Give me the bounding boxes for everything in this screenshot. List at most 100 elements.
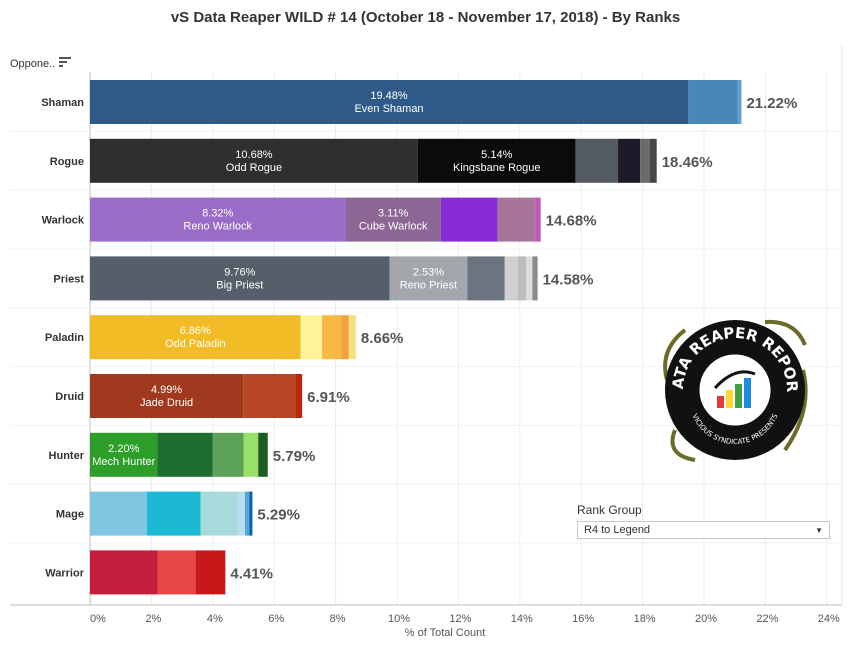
x-tick-label: 6% bbox=[268, 613, 284, 625]
bar-segment-rect[interactable] bbox=[504, 256, 518, 301]
bar-segment-rect[interactable] bbox=[237, 491, 246, 536]
bar-segment[interactable]: 4.99%Jade Druid bbox=[90, 374, 244, 418]
bar-segment[interactable]: 10.68%Odd Rogue bbox=[90, 138, 418, 183]
bar-segment[interactable] bbox=[440, 197, 498, 242]
bar-segment[interactable] bbox=[249, 491, 253, 536]
opponent-axis-header[interactable]: Oppone.. bbox=[10, 57, 72, 70]
bar-segment[interactable] bbox=[295, 374, 303, 418]
bar-segment[interactable] bbox=[504, 256, 518, 301]
bar-segment[interactable] bbox=[517, 256, 527, 301]
bar-segment-rect[interactable] bbox=[195, 550, 226, 595]
bar-segment-rect[interactable] bbox=[90, 374, 244, 418]
bar-segment[interactable]: 2.53%Reno Priest bbox=[389, 256, 468, 301]
bar-segment-rect[interactable] bbox=[526, 256, 533, 301]
bar-segment-rect[interactable] bbox=[389, 256, 468, 301]
bar-segment[interactable] bbox=[157, 550, 196, 595]
bar-segment[interactable] bbox=[575, 138, 619, 183]
bar-segment-rect[interactable] bbox=[618, 138, 641, 183]
bar-segment-rect[interactable] bbox=[200, 491, 238, 536]
bar-segment[interactable] bbox=[467, 256, 505, 301]
bar-segment-rect[interactable] bbox=[345, 197, 441, 242]
bar-segment-rect[interactable] bbox=[532, 256, 538, 301]
bar-segment-rect[interactable] bbox=[157, 550, 196, 595]
bar-segment[interactable] bbox=[90, 491, 147, 536]
bar-segment-rect[interactable] bbox=[467, 256, 505, 301]
vine-decoration bbox=[663, 319, 808, 462]
bar-segment-rect[interactable] bbox=[90, 256, 390, 301]
bar-segment-rect[interactable] bbox=[249, 491, 253, 536]
bar-segment-rect[interactable] bbox=[649, 138, 657, 183]
bar-segment-rect[interactable] bbox=[295, 374, 303, 418]
bar-segment[interactable] bbox=[245, 491, 250, 536]
bar-segment-rect[interactable] bbox=[535, 197, 541, 242]
bar-segment-rect[interactable] bbox=[245, 491, 250, 536]
bar-segment[interactable] bbox=[195, 550, 226, 595]
bar-segment-rect[interactable] bbox=[517, 256, 527, 301]
category-label-mage: Mage bbox=[56, 509, 84, 521]
bar-segment-rect[interactable] bbox=[146, 491, 201, 536]
bar-segment-rect[interactable] bbox=[688, 80, 738, 124]
bar-segment-rect[interactable] bbox=[575, 138, 619, 183]
bar-segment[interactable]: 9.76%Big Priest bbox=[90, 256, 390, 301]
bar-segment[interactable] bbox=[737, 80, 742, 124]
bar-segment-rect[interactable] bbox=[341, 315, 349, 360]
bar-segment-rect[interactable] bbox=[417, 138, 576, 183]
bar-segment[interactable]: 3.11%Cube Warlock bbox=[345, 197, 441, 242]
bar-segment-rect[interactable] bbox=[90, 197, 346, 242]
total-value-label: 4.41% bbox=[230, 565, 273, 582]
bar-segment-rect[interactable] bbox=[90, 491, 147, 536]
bar-segment[interactable] bbox=[497, 197, 536, 242]
bar-segment[interactable]: 19.48%Even Shaman bbox=[90, 80, 689, 124]
bar-segment-rect[interactable] bbox=[90, 315, 301, 360]
bar-segment[interactable] bbox=[212, 432, 244, 477]
bar-segment-rect[interactable] bbox=[157, 432, 213, 477]
bar-segment[interactable] bbox=[243, 432, 259, 477]
bar-segment-rect[interactable] bbox=[90, 432, 158, 477]
rank-group-dropdown[interactable]: R4 to Legend ▼ bbox=[577, 521, 830, 539]
bar-segment[interactable] bbox=[157, 432, 213, 477]
bar-segment-rect[interactable] bbox=[640, 138, 650, 183]
bar-segment[interactable] bbox=[649, 138, 657, 183]
bar-segment-rect[interactable] bbox=[212, 432, 244, 477]
bar-segment-rect[interactable] bbox=[300, 315, 323, 360]
bar-segment[interactable] bbox=[348, 315, 356, 360]
segment-archetype-label: Odd Paladin bbox=[165, 338, 226, 350]
bar-segment-rect[interactable] bbox=[322, 315, 342, 360]
bar-segment[interactable] bbox=[618, 138, 641, 183]
bar-segment-rect[interactable] bbox=[737, 80, 742, 124]
bar-segment[interactable] bbox=[146, 491, 201, 536]
bar-segment-rect[interactable] bbox=[243, 432, 259, 477]
bar-segment-rect[interactable] bbox=[440, 197, 498, 242]
bar-segment[interactable]: 2.20%Mech Hunter bbox=[90, 432, 158, 477]
bar-segment-rect[interactable] bbox=[258, 432, 268, 477]
bar-segment[interactable]: 6.86%Odd Paladin bbox=[90, 315, 301, 360]
bar-segment[interactable] bbox=[688, 80, 738, 124]
segment-value-label: 6.86% bbox=[180, 325, 211, 337]
bar-segment[interactable] bbox=[535, 197, 541, 242]
bar-segment-rect[interactable] bbox=[348, 315, 356, 360]
bar-segment[interactable] bbox=[243, 374, 296, 418]
bar-segment[interactable] bbox=[322, 315, 342, 360]
x-axis-title: % of Total Count bbox=[405, 627, 486, 639]
bar-segment[interactable] bbox=[640, 138, 650, 183]
bar-segment[interactable] bbox=[341, 315, 349, 360]
x-tick-label: 14% bbox=[511, 613, 533, 625]
bar-segment[interactable] bbox=[237, 491, 246, 536]
bar-segment[interactable] bbox=[200, 491, 238, 536]
bar-segment[interactable]: 8.32%Reno Warlock bbox=[90, 197, 346, 242]
x-tick-label: 8% bbox=[330, 613, 346, 625]
bar-segment[interactable] bbox=[532, 256, 538, 301]
sort-icon[interactable] bbox=[59, 57, 72, 67]
bar-segment[interactable]: 5.14%Kingsbane Rogue bbox=[417, 138, 576, 183]
bar-segment-rect[interactable] bbox=[90, 138, 418, 183]
bar-segment[interactable] bbox=[526, 256, 533, 301]
bar-segment[interactable] bbox=[90, 550, 158, 595]
bar-segment-rect[interactable] bbox=[243, 374, 296, 418]
bar-segment-rect[interactable] bbox=[497, 197, 536, 242]
bar-segment[interactable] bbox=[258, 432, 268, 477]
bar-segment-rect[interactable] bbox=[90, 550, 158, 595]
category-label-rogue: Rogue bbox=[50, 156, 84, 168]
chevron-down-icon[interactable]: ▼ bbox=[815, 525, 823, 535]
bar-segment[interactable] bbox=[300, 315, 323, 360]
bar-segment-rect[interactable] bbox=[90, 80, 689, 124]
